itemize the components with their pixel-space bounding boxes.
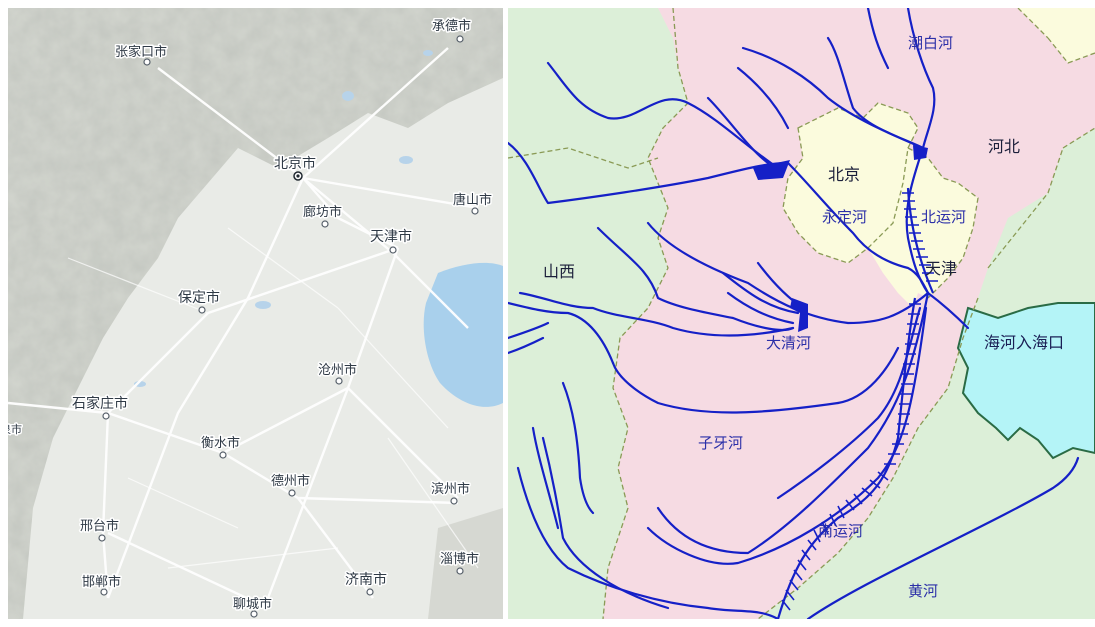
- svg-text:承德市: 承德市: [432, 18, 471, 34]
- city-partial-label: 泉市: [8, 421, 24, 438]
- svg-text:石家庄市: 石家庄市: [72, 395, 128, 412]
- hebei-region: [603, 8, 1095, 619]
- road-network: [8, 47, 479, 610]
- label-nanyun-river: 南运河: [818, 522, 863, 540]
- city-cangzhou[interactable]: 沧州市: [317, 361, 359, 385]
- huang-river-line: [806, 456, 1080, 619]
- label-shanxi: 山西: [543, 262, 575, 281]
- svg-text:邢台市: 邢台市: [80, 518, 119, 534]
- svg-text:廊坊市: 廊坊市: [303, 204, 342, 220]
- reservoirs: [753, 145, 928, 332]
- label-beiyun-river: 北运河: [921, 208, 966, 226]
- grand-canal-hatch: [781, 192, 938, 611]
- bohai-sea: [956, 302, 1095, 460]
- city-shijiazhuang[interactable]: 石家庄市: [71, 394, 130, 420]
- mountain-terrain: [8, 8, 503, 619]
- tianjin-region: [868, 148, 978, 308]
- city-liaocheng[interactable]: 聊城市: [232, 595, 274, 618]
- label-ziya-river: 子牙河: [698, 434, 743, 452]
- base-map-panel: 张家口市 承德市 北京市 廊坊市 唐山市 天津市 保定市 沧州市: [8, 8, 503, 619]
- city-langfang[interactable]: 廊坊市: [302, 203, 344, 228]
- city-jinan[interactable]: 济南市: [344, 570, 389, 596]
- svg-text:天津市: 天津市: [370, 228, 412, 245]
- province-borders: [508, 8, 1095, 619]
- city-baoding[interactable]: 保定市: [177, 288, 222, 314]
- ziya-river-line: [611, 361, 840, 414]
- label-haihe-estuary: 海河入海口: [984, 333, 1064, 352]
- chaobai-river-line: [906, 8, 936, 150]
- city-tangshan[interactable]: 唐山市: [452, 191, 494, 215]
- svg-text:北京市: 北京市: [274, 155, 316, 172]
- label-chaobai-river: 潮白河: [908, 34, 953, 52]
- svg-text:济南市: 济南市: [345, 571, 387, 588]
- label-daqing-river: 大清河: [766, 334, 811, 352]
- svg-text:唐山市: 唐山市: [453, 192, 492, 208]
- label-hebei: 河北: [988, 137, 1020, 156]
- svg-text:保定市: 保定市: [178, 289, 220, 306]
- city-handan[interactable]: 邯郸市: [81, 573, 123, 596]
- label-beijing: 北京: [828, 165, 860, 184]
- base-map: 张家口市 承德市 北京市 廊坊市 唐山市 天津市 保定市 沧州市: [8, 8, 503, 619]
- label-huang-river: 黄河: [908, 582, 938, 600]
- daqing-river-line: [596, 226, 795, 332]
- svg-text:沧州市: 沧州市: [318, 362, 357, 378]
- city-hengshui[interactable]: 衡水市: [200, 434, 242, 459]
- svg-text:张家口市: 张家口市: [115, 44, 167, 60]
- river-map-panel: 河北 北京 天津 山西 潮白河 永定河 北运河 大清河 子牙河 南运河 黄河 海…: [508, 8, 1095, 619]
- hai-river-basin-map: 河北 北京 天津 山西 潮白河 永定河 北运河 大清河 子牙河 南运河 黄河 海…: [508, 8, 1095, 619]
- svg-text:聊城市: 聊城市: [233, 596, 272, 612]
- svg-text:德州市: 德州市: [271, 473, 310, 489]
- city-chengde[interactable]: 承德市: [431, 17, 473, 43]
- svg-text:衡水市: 衡水市: [201, 435, 240, 451]
- svg-text:邯郸市: 邯郸市: [82, 574, 121, 590]
- shandong-region: [798, 388, 1095, 619]
- city-zhangjiakou[interactable]: 张家口市: [114, 43, 169, 66]
- beijing-region: [783, 103, 918, 263]
- bohai-sea: [423, 262, 503, 407]
- city-beijing[interactable]: 北京市: [273, 154, 318, 181]
- label-tianjin: 天津: [925, 259, 957, 278]
- city-xingtai[interactable]: 邢台市: [79, 517, 121, 542]
- label-yongding-river: 永定河: [822, 208, 867, 226]
- city-dezhou[interactable]: 德州市: [270, 472, 312, 497]
- city-binzhou[interactable]: 滨州市: [430, 480, 472, 505]
- city-tianjin[interactable]: 天津市: [369, 227, 414, 254]
- svg-text:淄博市: 淄博市: [440, 551, 479, 567]
- svg-text:泉市: 泉市: [8, 422, 22, 436]
- city-zibo[interactable]: 淄博市: [439, 550, 481, 575]
- svg-text:滨州市: 滨州市: [431, 481, 470, 497]
